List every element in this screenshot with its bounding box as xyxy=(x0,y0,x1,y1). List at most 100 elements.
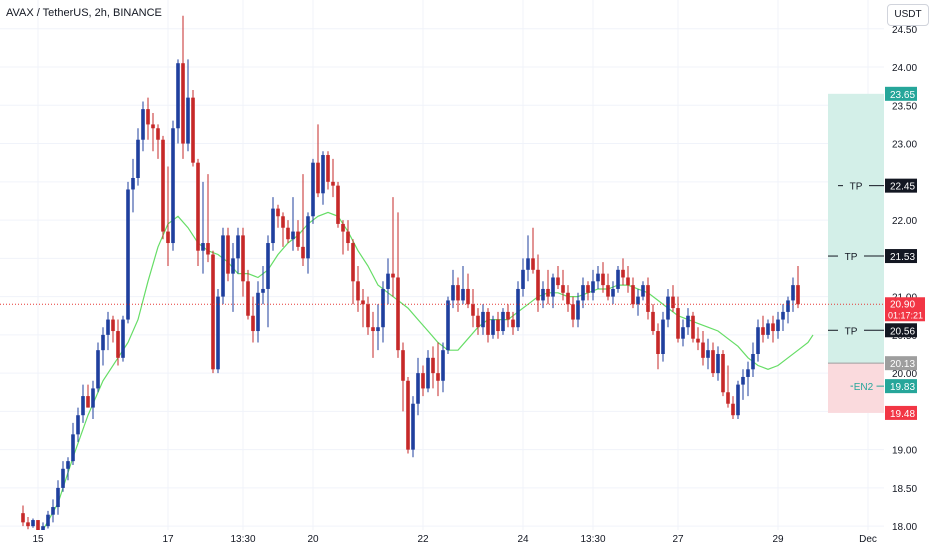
ma-line xyxy=(27,211,814,539)
candle-body xyxy=(376,327,380,332)
price-scale-label-text: 19.83 xyxy=(890,382,915,393)
candle xyxy=(561,269,565,301)
candle-body xyxy=(276,208,280,217)
candle-body xyxy=(496,319,500,332)
candle xyxy=(106,311,110,351)
candle xyxy=(111,315,115,343)
candle xyxy=(276,204,280,228)
candle xyxy=(291,197,295,251)
candle-body xyxy=(46,514,50,527)
candle-body xyxy=(451,285,455,301)
candle-body xyxy=(161,139,165,232)
candle-body xyxy=(466,288,470,305)
candle xyxy=(766,319,770,339)
candle-body xyxy=(266,243,270,289)
candle-body xyxy=(571,304,575,320)
currency-button[interactable]: USDT xyxy=(887,4,929,26)
candle xyxy=(506,304,510,328)
candle-body xyxy=(491,319,495,335)
candle-body xyxy=(411,403,415,450)
y-tick-label: 18.50 xyxy=(892,484,917,495)
y-tick-label: 23.00 xyxy=(892,140,917,151)
candle-body xyxy=(366,304,370,328)
candle-body xyxy=(361,300,365,305)
candle-body xyxy=(726,392,730,404)
candle-body xyxy=(471,304,475,316)
y-tick-label: 24.00 xyxy=(892,63,917,74)
candle xyxy=(146,97,150,140)
candle-body xyxy=(461,288,465,301)
candle xyxy=(791,277,795,312)
candle xyxy=(91,380,95,420)
candle xyxy=(21,505,25,527)
price-scale-label-text: 23.65 xyxy=(890,90,915,101)
candle-body xyxy=(166,231,170,244)
y-tick-label: 20.00 xyxy=(892,369,917,380)
candle xyxy=(411,396,415,458)
candle-body xyxy=(501,311,505,332)
candle xyxy=(596,265,600,289)
candle-body xyxy=(551,277,555,297)
candle-body xyxy=(766,323,770,335)
candle xyxy=(371,311,375,358)
candle xyxy=(301,174,305,266)
candle xyxy=(236,227,240,274)
candle xyxy=(156,124,160,159)
candle xyxy=(176,59,180,144)
candle xyxy=(756,319,760,362)
candle-body xyxy=(601,273,605,286)
candle xyxy=(426,350,430,393)
loss-zone xyxy=(828,363,884,413)
candle-body xyxy=(506,311,510,320)
candle xyxy=(216,288,220,374)
price-scale-label-bg xyxy=(885,379,917,394)
candle-body xyxy=(771,323,775,332)
price-axis[interactable]: 18.0018.5019.0019.5020.0020.5021.0021.50… xyxy=(884,0,932,550)
candle xyxy=(96,342,100,393)
candle xyxy=(466,273,470,309)
candle-body xyxy=(541,288,545,301)
candle-body xyxy=(706,350,710,358)
x-tick-label: 27 xyxy=(672,534,684,545)
candle xyxy=(571,296,575,328)
candle-body xyxy=(691,315,695,339)
candle xyxy=(486,308,490,343)
candle xyxy=(656,323,660,370)
candle-body xyxy=(191,97,195,163)
candle xyxy=(646,277,650,320)
candle-body xyxy=(576,300,580,320)
candle xyxy=(416,357,420,416)
candle xyxy=(71,422,75,465)
candle xyxy=(531,227,535,274)
candle-body xyxy=(261,288,265,293)
price-scale-label-text: 20.56 xyxy=(890,326,915,337)
candle-body xyxy=(381,288,385,328)
candle-body xyxy=(31,520,35,527)
candle-body xyxy=(236,235,240,259)
candle xyxy=(76,407,80,442)
candle-body xyxy=(656,331,660,354)
candle-body xyxy=(391,273,395,278)
candle xyxy=(356,265,360,312)
candle xyxy=(261,265,265,305)
candle-body xyxy=(616,269,620,289)
candle xyxy=(56,480,60,515)
candle xyxy=(206,174,210,263)
candle-body xyxy=(321,155,325,194)
candle xyxy=(211,250,215,374)
candle xyxy=(241,227,245,297)
candle xyxy=(631,277,635,309)
level-label: TP xyxy=(845,252,858,263)
candle xyxy=(471,288,475,328)
candle xyxy=(601,262,605,293)
candle xyxy=(181,15,185,159)
candle xyxy=(46,510,50,529)
candle xyxy=(686,308,690,335)
candle-body xyxy=(711,350,715,374)
candle-body xyxy=(146,109,150,125)
time-axis[interactable]: 15 17 13:30 20 22 24 13:30 27 29 Dec xyxy=(0,530,884,550)
candle-body xyxy=(481,311,485,328)
candle xyxy=(341,220,345,255)
